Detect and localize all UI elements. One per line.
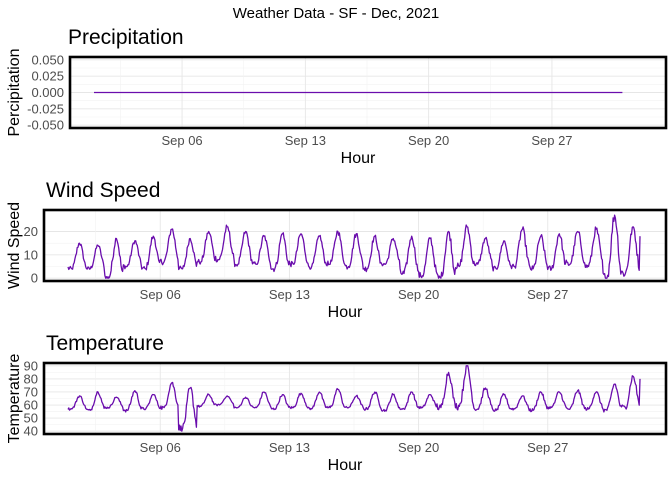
x-tick-label: Sep 13 <box>269 287 310 302</box>
panel-title: Temperature <box>46 332 164 355</box>
x-tick-label: Sep 20 <box>398 287 439 302</box>
y-tick-label: 0.025 <box>31 69 64 84</box>
panel-frame <box>42 361 668 436</box>
y-tick-label: -0.050 <box>27 118 64 133</box>
panel-frame <box>68 55 668 130</box>
y-tick-label: 50 <box>24 411 38 426</box>
series-line <box>67 365 641 432</box>
y-axis-label: Temperature <box>6 353 23 443</box>
y-tick-label: 90 <box>24 358 38 373</box>
x-tick-label: Sep 13 <box>269 440 310 455</box>
y-tick-label: 70 <box>24 384 38 399</box>
panel-title: Precipitation <box>68 26 184 49</box>
x-tick-label: Sep 20 <box>398 440 439 455</box>
y-tick-label: 0 <box>31 271 38 286</box>
y-tick-label: 10 <box>24 247 38 262</box>
y-tick-label: 20 <box>24 224 38 239</box>
figure-title: Weather Data - SF - Dec, 2021 <box>233 5 439 22</box>
x-tick-label: Sep 20 <box>408 133 449 148</box>
x-tick-label: Sep 06 <box>140 440 181 455</box>
x-tick-label: Sep 13 <box>285 133 326 148</box>
x-axis-label: Hour <box>341 150 376 167</box>
x-tick-label: Sep 06 <box>140 287 181 302</box>
x-tick-label: Sep 27 <box>531 133 572 148</box>
y-tick-label: 60 <box>24 398 38 413</box>
series-line <box>67 214 641 279</box>
panel-title: Wind Speed <box>46 179 160 202</box>
y-axis-label: Wind Speed <box>6 202 23 289</box>
x-tick-label: Sep 27 <box>527 440 568 455</box>
x-tick-label: Sep 27 <box>527 287 568 302</box>
panel-frame <box>42 208 668 283</box>
y-tick-label: 0.000 <box>31 85 64 100</box>
y-tick-label: 40 <box>24 424 38 439</box>
y-tick-label: -0.025 <box>27 101 64 116</box>
x-tick-label: Sep 06 <box>161 133 202 148</box>
x-axis-label: Hour <box>328 457 363 474</box>
y-tick-label: 80 <box>24 371 38 386</box>
x-axis-label: Hour <box>328 304 363 321</box>
y-axis-label: Percipitation <box>6 48 23 136</box>
y-tick-label: 0.050 <box>31 52 64 67</box>
